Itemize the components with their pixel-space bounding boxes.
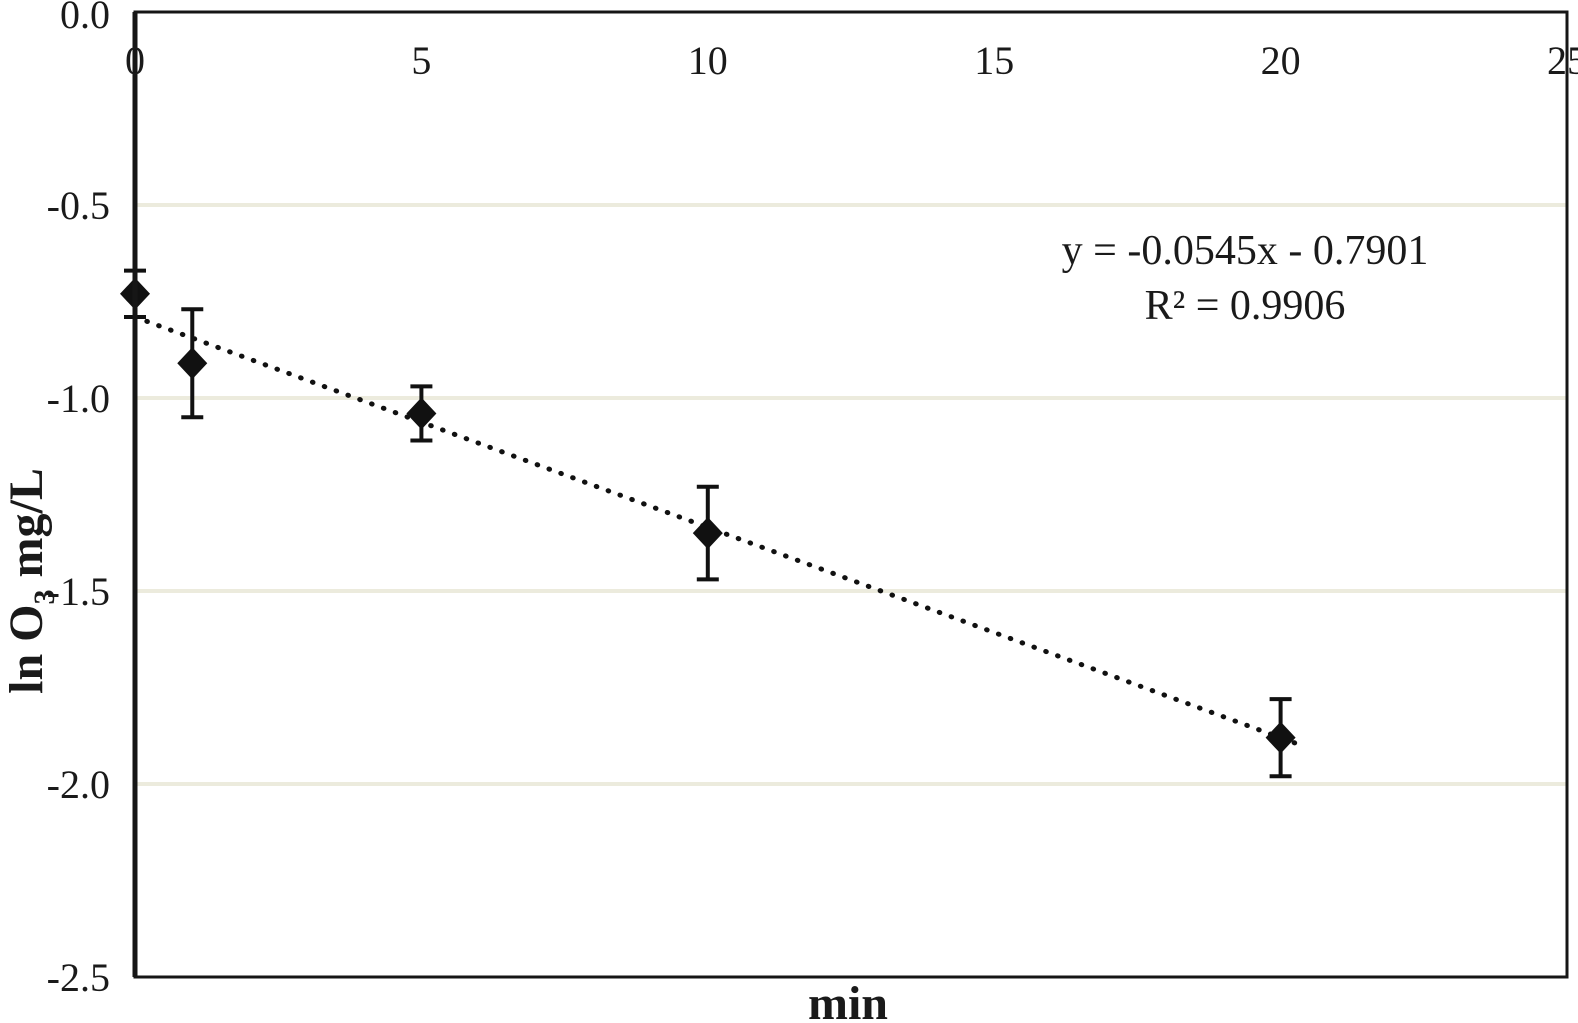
- data-point-marker: [177, 347, 208, 380]
- x-tick-label: 10: [688, 38, 728, 83]
- trendline: [132, 314, 1304, 748]
- y-axis-title: ln O3 mg/L: [0, 331, 65, 831]
- data-point-marker: [406, 397, 437, 430]
- x-tick-label: 15: [974, 38, 1014, 83]
- x-tick-label: 0: [125, 38, 145, 83]
- y-tick-label: -2.5: [47, 955, 110, 1000]
- x-tick-label: 5: [411, 38, 431, 83]
- y-tick-label: -0.5: [47, 183, 110, 228]
- r-squared-value: R² = 0.9906: [1144, 282, 1346, 329]
- plot-border: [133, 10, 1569, 979]
- trendline-annotation: y = -0.0545x - 0.7901 R² = 0.9906: [1008, 224, 1482, 333]
- y-axis-title-prefix: ln O: [0, 604, 53, 694]
- y-axis-title-subscript: 3: [28, 589, 61, 605]
- y-tick-label: 0.0: [60, 0, 110, 37]
- trendline-equation: y = -0.0545x - 0.7901: [1061, 228, 1429, 274]
- data-point-marker: [692, 517, 723, 550]
- x-tick-label: 20: [1261, 38, 1301, 83]
- x-tick-label: 25: [1547, 38, 1578, 83]
- y-tick-label: -1.5: [47, 569, 110, 614]
- y-tick-label: -1.0: [47, 376, 110, 421]
- data-point-marker: [1265, 721, 1296, 754]
- x-axis-title: min: [807, 977, 888, 1023]
- y-tick-label: -2.0: [47, 762, 110, 807]
- y-axis-title-suffix: mg/L: [0, 468, 53, 590]
